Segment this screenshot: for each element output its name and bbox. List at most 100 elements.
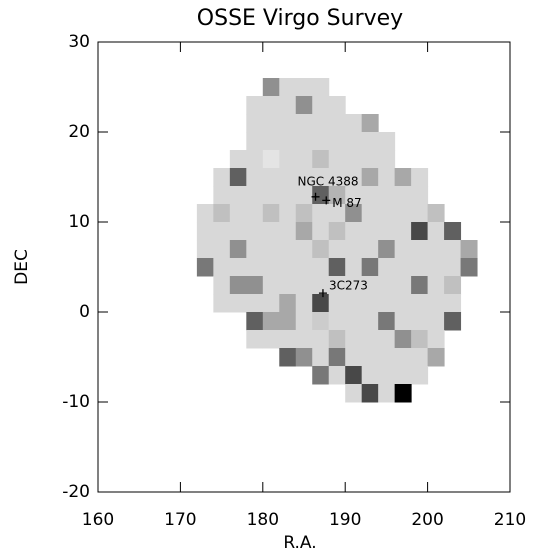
heat-cell (262, 240, 280, 259)
heat-cell (229, 222, 247, 241)
heat-cell (328, 276, 346, 295)
heat-cell (345, 132, 363, 151)
heat-cell (361, 150, 379, 169)
heat-cell (345, 384, 363, 403)
heat-cell (262, 222, 280, 241)
heat-cell (229, 258, 247, 277)
heat-cell (279, 114, 297, 133)
heat-cell (361, 240, 379, 259)
heat-cell (213, 276, 231, 295)
heat-cell (213, 294, 231, 313)
heat-cell (394, 276, 412, 295)
heat-cell (295, 276, 313, 295)
heat-cell (262, 150, 280, 169)
heat-cell (262, 294, 280, 313)
heat-cell (378, 276, 396, 295)
heat-cell (295, 168, 313, 187)
heat-cell (262, 204, 280, 223)
heat-cell (295, 312, 313, 331)
heat-cell (279, 258, 297, 277)
heat-cell (279, 168, 297, 187)
x-tick-label: 190 (329, 510, 361, 530)
heat-cell (312, 222, 330, 241)
x-tick-label: 210 (494, 510, 526, 530)
heat-cell (361, 330, 379, 349)
heat-cell (279, 240, 297, 259)
heat-cell (246, 276, 264, 295)
heat-cell (394, 384, 412, 403)
heat-cell (213, 258, 231, 277)
heat-cell (279, 348, 297, 367)
heat-cell (213, 186, 231, 205)
heat-cell (328, 348, 346, 367)
heat-cell (312, 312, 330, 331)
chart-title: OSSE Virgo Survey (197, 6, 403, 31)
heat-cell (312, 204, 330, 223)
heat-cell (411, 294, 429, 313)
heat-cell (427, 222, 445, 241)
heat-cell (411, 366, 429, 385)
heat-cell (394, 330, 412, 349)
heat-cell (312, 258, 330, 277)
heat-cell (312, 96, 330, 115)
heat-cell (411, 312, 429, 331)
heat-cell (328, 150, 346, 169)
y-axis-label: DEC (12, 249, 32, 285)
heat-cell (312, 366, 330, 385)
heat-cell (246, 96, 264, 115)
y-tick-label: -20 (62, 482, 90, 502)
heat-cell (394, 366, 412, 385)
heat-cell (279, 150, 297, 169)
heat-cell (361, 204, 379, 223)
heat-cell (394, 240, 412, 259)
heat-cell (378, 348, 396, 367)
heat-cell (295, 348, 313, 367)
heat-cell (262, 96, 280, 115)
heat-cell (312, 348, 330, 367)
heat-cell (361, 348, 379, 367)
heat-cell (378, 168, 396, 187)
heat-cell (295, 330, 313, 349)
heat-cell (394, 348, 412, 367)
heat-cell (229, 294, 247, 313)
heat-cell (262, 258, 280, 277)
heat-cell (312, 168, 330, 187)
x-tick-label: 180 (247, 510, 279, 530)
heat-cell (361, 258, 379, 277)
heat-cell (361, 276, 379, 295)
heat-cell (345, 348, 363, 367)
heat-cell (246, 204, 264, 223)
source-marker (322, 196, 331, 205)
heat-cell (312, 150, 330, 169)
heat-cell (246, 132, 264, 151)
heat-cell (196, 258, 214, 277)
heat-cell (262, 78, 280, 97)
heat-cell (345, 312, 363, 331)
heat-cell (411, 258, 429, 277)
heat-cell (295, 114, 313, 133)
heat-cell (444, 222, 462, 241)
y-tick-label: 0 (79, 302, 90, 322)
heat-cell (378, 294, 396, 313)
heat-cell (246, 312, 264, 331)
heat-cell (262, 186, 280, 205)
heat-cell (378, 366, 396, 385)
annotation: 3C273 (329, 279, 368, 293)
heat-cell (460, 240, 478, 259)
heat-cell (262, 312, 280, 331)
heat-cell (411, 204, 429, 223)
heat-cell (229, 276, 247, 295)
source-marker (311, 192, 320, 201)
heat-cell (246, 168, 264, 187)
heat-cell (427, 312, 445, 331)
heat-cell (196, 240, 214, 259)
heat-cell (295, 96, 313, 115)
heat-cell (229, 204, 247, 223)
heat-cell (328, 312, 346, 331)
heat-cell (229, 150, 247, 169)
heat-cell (345, 258, 363, 277)
heat-cell (345, 114, 363, 133)
heat-cell (213, 168, 231, 187)
heat-cell (378, 150, 396, 169)
